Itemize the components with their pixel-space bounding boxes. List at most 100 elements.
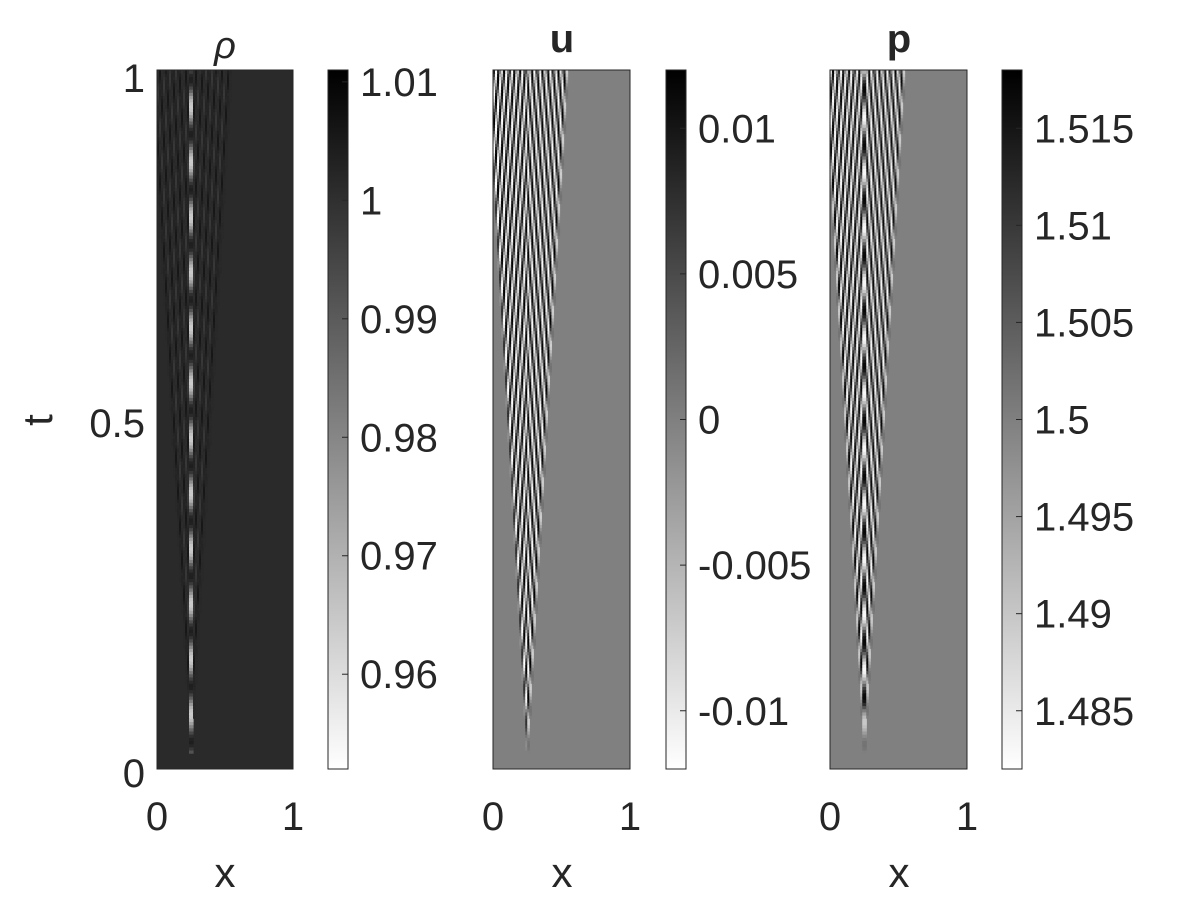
heatmap-cell	[169, 343, 172, 348]
heatmap-cell	[221, 209, 224, 214]
heatmap-cell	[193, 314, 196, 319]
heatmap-cell	[167, 232, 170, 236]
heatmap-cell	[191, 371, 194, 376]
heatmap-cell	[165, 263, 168, 268]
heatmap-cell	[189, 209, 192, 214]
heatmap-cell	[203, 441, 206, 446]
heatmap-cell	[219, 155, 222, 160]
heatmap-cell	[185, 212, 188, 217]
heatmap-cell	[189, 212, 192, 217]
heatmap-cell	[191, 394, 194, 398]
heatmap-cell	[187, 317, 190, 322]
heatmap-cell	[189, 225, 192, 230]
heatmap-cell	[169, 330, 172, 335]
heatmap-cell	[187, 162, 190, 166]
heatmap-cell	[171, 314, 174, 319]
heatmap-cell	[179, 384, 182, 389]
heatmap-cell	[193, 305, 196, 309]
heatmap-cell	[175, 124, 178, 128]
heatmap-cell	[187, 200, 190, 205]
heatmap-cell	[189, 711, 192, 716]
heatmap-cell	[183, 546, 186, 551]
heatmap-cell	[223, 133, 226, 138]
heatmap-cell	[163, 171, 166, 176]
heatmap-cell	[193, 400, 196, 405]
heatmap-cell	[191, 184, 194, 189]
heatmap-cell	[185, 575, 188, 579]
heatmap-cell	[177, 352, 180, 357]
heatmap-cell	[187, 600, 190, 605]
heatmap-cell	[199, 247, 202, 252]
heatmap-cell	[173, 371, 176, 376]
heatmap-cell	[171, 228, 174, 233]
heatmap-cell	[169, 305, 172, 309]
heatmap-cell	[179, 241, 182, 246]
heatmap-cell	[165, 190, 168, 195]
heatmap-cell	[169, 162, 172, 166]
heatmap-cell	[183, 257, 186, 262]
heatmap-cell	[159, 130, 162, 135]
heatmap-cell	[213, 330, 216, 335]
heatmap-cell	[175, 375, 178, 379]
heatmap-cell	[163, 279, 166, 284]
heatmap-cell	[217, 257, 220, 262]
heatmap-cell	[199, 263, 202, 268]
heatmap-cell	[213, 324, 216, 328]
heatmap-cell	[185, 184, 188, 189]
heatmap-cell	[175, 298, 178, 303]
heatmap-cell	[193, 695, 196, 700]
heatmap-cell	[159, 127, 162, 131]
heatmap-cell	[169, 270, 172, 274]
heatmap-cell	[197, 321, 200, 325]
heatmap-cell	[203, 149, 206, 154]
heatmap-cell	[187, 444, 190, 449]
heatmap-cell	[189, 572, 192, 576]
heatmap-cell	[195, 158, 198, 163]
heatmap-cell	[181, 587, 184, 592]
heatmap-cell	[197, 238, 200, 243]
heatmap-cell	[193, 266, 196, 271]
heatmap-cell	[177, 505, 180, 510]
heatmap-cell	[177, 502, 180, 506]
heatmap-cell	[177, 530, 180, 535]
heatmap-cell	[205, 143, 208, 147]
heatmap-cell	[169, 120, 172, 125]
heatmap-cell	[177, 311, 180, 316]
heatmap-cell	[163, 127, 166, 131]
heatmap-cell	[189, 381, 192, 386]
heatmap-cell	[199, 502, 202, 506]
heatmap-cell	[187, 263, 190, 268]
heatmap-cell	[177, 375, 180, 379]
heatmap-cell	[213, 295, 216, 300]
heatmap-cell	[193, 152, 196, 157]
heatmap-cell	[181, 438, 184, 443]
heatmap-cell	[199, 460, 202, 465]
heatmap-cell	[181, 181, 184, 185]
heatmap-cell	[163, 235, 166, 239]
heatmap-cell	[195, 120, 198, 125]
heatmap-cell	[187, 413, 190, 417]
heatmap-cell	[179, 524, 182, 529]
heatmap-cell	[221, 216, 224, 220]
heatmap-cell	[169, 238, 172, 243]
heatmap-cell	[187, 578, 190, 583]
heatmap-cell	[209, 200, 212, 205]
heatmap-cell	[179, 155, 182, 160]
heatmap-cell	[179, 289, 182, 294]
heatmap-cell	[181, 518, 184, 522]
heatmap-cell	[179, 149, 182, 154]
heatmap-cell	[187, 540, 190, 545]
heatmap-cell	[179, 521, 182, 525]
heatmap-cell	[199, 552, 202, 557]
heatmap-cell	[181, 505, 184, 510]
heatmap-cell	[185, 597, 188, 602]
heatmap-cell	[199, 416, 202, 421]
heatmap-cell	[209, 139, 212, 144]
heatmap-cell	[219, 238, 222, 243]
heatmap-cell	[219, 222, 222, 227]
heatmap-cell	[213, 146, 216, 151]
heatmap-cell	[175, 152, 178, 157]
heatmap-cell	[173, 257, 176, 262]
heatmap-cell	[189, 365, 192, 370]
